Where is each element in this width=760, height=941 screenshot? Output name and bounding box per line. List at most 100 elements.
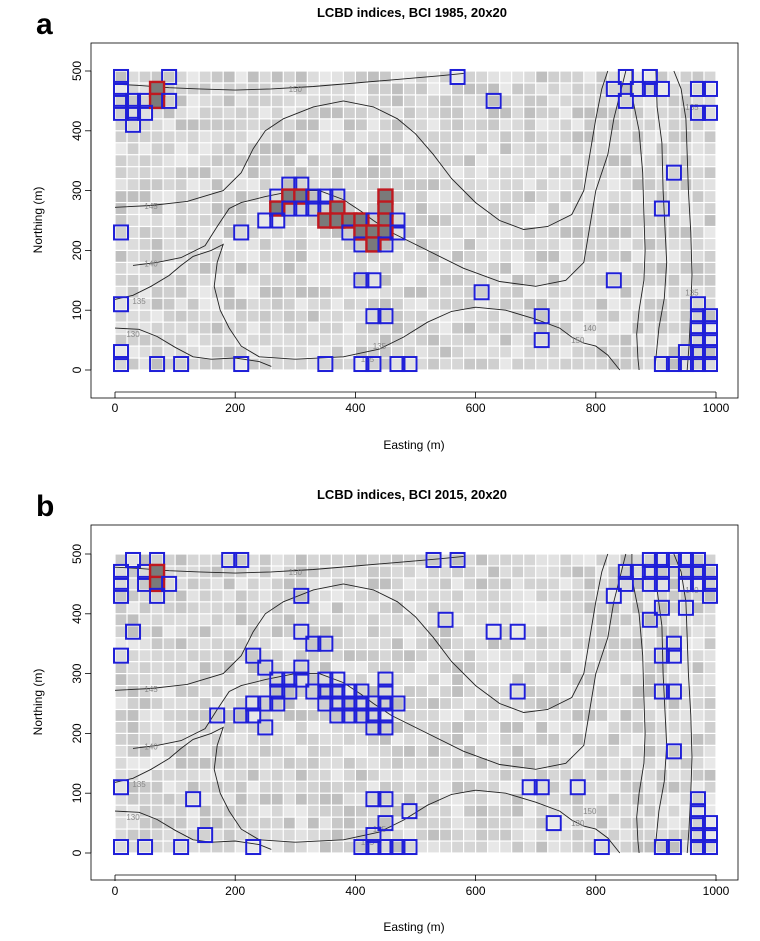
heatmap-cell	[404, 769, 415, 781]
heatmap-cell	[692, 119, 704, 131]
heatmap-cell	[620, 817, 632, 829]
heatmap-cell	[295, 757, 307, 769]
heatmap-cell	[343, 227, 355, 238]
heatmap-cell	[644, 614, 656, 626]
heatmap-cell	[163, 578, 175, 590]
heatmap-cell	[211, 286, 223, 298]
heatmap-cell	[416, 590, 427, 602]
heatmap-cell	[331, 191, 343, 202]
heatmap-cell	[680, 626, 692, 638]
heatmap-cell	[187, 262, 199, 274]
heatmap-cell	[692, 662, 704, 673]
heatmap-cell	[283, 274, 295, 286]
heatmap-cell	[440, 274, 451, 286]
heatmap-cell	[235, 602, 247, 614]
heatmap-cell	[163, 155, 175, 167]
heatmap-cell	[620, 674, 632, 685]
heatmap-cell	[692, 650, 704, 662]
heatmap-cell	[404, 793, 415, 805]
heatmap-cell	[428, 227, 439, 238]
heatmap-cell	[584, 346, 596, 358]
heatmap-cell	[584, 286, 596, 298]
heatmap-cell	[283, 805, 295, 817]
heatmap-cell	[512, 590, 524, 602]
y-tick-label: 400	[70, 603, 84, 623]
heatmap-cell	[235, 83, 247, 95]
heatmap-cell	[115, 215, 127, 226]
heatmap-cell	[127, 179, 139, 190]
heatmap-cell	[235, 841, 247, 853]
heatmap-cell	[680, 262, 692, 274]
heatmap-cell	[428, 215, 439, 226]
heatmap-cell	[356, 107, 367, 119]
heatmap-cell	[476, 674, 488, 685]
heatmap-cell	[512, 95, 524, 107]
heatmap-cell	[620, 155, 632, 167]
heatmap-cell	[680, 227, 692, 238]
heatmap-cell	[331, 251, 343, 262]
heatmap-cell	[343, 734, 355, 745]
heatmap-cell	[680, 191, 692, 202]
heatmap-cell	[211, 769, 223, 781]
heatmap-cell	[175, 841, 187, 853]
heatmap-cell	[560, 322, 572, 334]
quadrat-marker	[125, 623, 142, 640]
heatmap-cell	[199, 227, 211, 238]
heatmap-cell	[512, 829, 524, 841]
heatmap-cell	[343, 131, 355, 143]
heatmap-cell	[368, 191, 379, 202]
heatmap-cell	[368, 155, 379, 167]
heatmap-cell	[620, 686, 632, 697]
heatmap-cell	[512, 686, 524, 697]
quadrat-marker	[113, 92, 130, 109]
heatmap-cell	[223, 227, 235, 238]
heatmap-cell	[187, 686, 199, 697]
heatmap-cell	[632, 179, 644, 190]
heatmap-cell	[632, 566, 644, 578]
heatmap-cell	[596, 769, 608, 781]
heatmap-cell	[331, 239, 343, 250]
heatmap-cell	[380, 841, 391, 853]
heatmap-cell	[620, 638, 632, 650]
heatmap-cell	[319, 626, 331, 638]
heatmap-cell	[356, 614, 367, 626]
heatmap-cell	[536, 566, 548, 578]
heatmap-cell	[175, 554, 187, 566]
heatmap-cell	[560, 155, 572, 167]
contour-label: 145	[144, 202, 158, 211]
heatmap-cell	[151, 310, 163, 322]
heatmap-cell	[584, 358, 596, 370]
heatmap-cell	[319, 191, 331, 202]
heatmap-cell	[416, 602, 427, 614]
heatmap-cell	[163, 638, 175, 650]
heatmap-cell	[127, 155, 139, 167]
heatmap-cell	[319, 829, 331, 841]
heatmap-cell	[247, 686, 259, 697]
heatmap-cell	[127, 686, 139, 697]
heatmap-cell	[283, 227, 295, 238]
heatmap-cell	[356, 638, 367, 650]
heatmap-cell	[163, 262, 175, 274]
heatmap-cell	[404, 817, 415, 829]
heatmap-cell	[512, 286, 524, 298]
heatmap-cell	[151, 638, 163, 650]
heatmap-cell	[271, 590, 283, 602]
heatmap-cell	[596, 322, 608, 334]
heatmap-cell	[608, 83, 620, 95]
heatmap-cell	[572, 781, 584, 793]
heatmap-cell	[163, 805, 175, 817]
heatmap-cell	[512, 215, 524, 226]
heatmap-cell	[428, 119, 439, 131]
heatmap-cell	[704, 286, 716, 298]
heatmap-cell	[331, 298, 343, 310]
heatmap-cell	[488, 698, 500, 709]
heatmap-cell	[512, 167, 524, 179]
heatmap-cell	[620, 757, 632, 769]
heatmap-cell	[680, 662, 692, 673]
heatmap-cell	[512, 614, 524, 626]
heatmap-cell	[368, 131, 379, 143]
heatmap-cell	[392, 769, 403, 781]
quadrat-marker	[221, 551, 238, 568]
heatmap-cell	[668, 203, 680, 214]
heatmap-cell	[668, 841, 680, 853]
